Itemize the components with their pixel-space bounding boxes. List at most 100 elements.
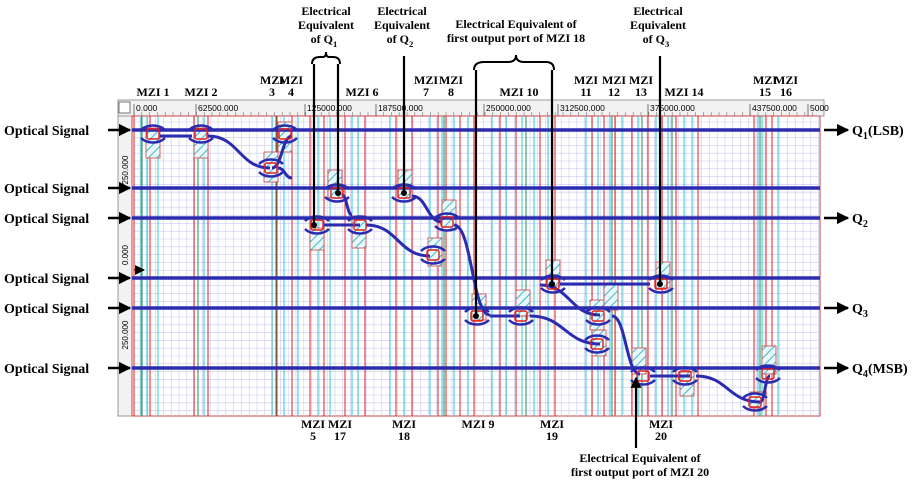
ruler-corner-checkbox[interactable] <box>118 101 131 114</box>
ruler-tick-label: 437500.000 <box>752 103 797 113</box>
mzi-phase-box <box>591 310 605 322</box>
mzi-phase-box <box>146 128 160 140</box>
ruler-tick-label: 125000.000 <box>307 103 352 113</box>
mzi-bottom-label: 17 <box>334 429 346 443</box>
mzi-coupler <box>755 364 781 384</box>
mzi-phase-box <box>264 162 278 174</box>
ruler-tick-label: 62500.000 <box>198 103 238 113</box>
mzi-top-label: 15 <box>759 85 771 99</box>
mzi-arm-lower <box>188 137 214 144</box>
mzi-arm-upper <box>434 212 460 219</box>
mzi-arm-lower <box>420 258 446 265</box>
waveguide-bend <box>453 223 491 317</box>
mzi-bottom-label: 19 <box>546 429 558 443</box>
mzi-coupler <box>347 215 373 235</box>
mzi-arm-lower <box>672 379 698 386</box>
pointer-eq-q1-b-dot <box>335 190 341 196</box>
mzi-coupler <box>188 124 214 144</box>
mzi-top-label: 8 <box>448 85 454 99</box>
waveguide-bend <box>271 134 293 170</box>
mzi-arm-lower <box>140 137 166 144</box>
mzi-phase-box <box>590 338 604 350</box>
mzi-bottom-label: 5 <box>310 429 316 443</box>
input-label-4: Optical Signal <box>4 272 89 287</box>
annotation-eq-q3-line3: of Q3 <box>643 32 670 49</box>
annotation-eq-q1-line1: Electrical <box>301 4 351 18</box>
mzi-coupler <box>584 334 610 354</box>
input-label-2: Optical Signal <box>4 182 89 197</box>
waveguide-bend <box>207 134 271 170</box>
brace-q1 <box>311 51 341 65</box>
mzi-top-label: 3 <box>269 85 275 99</box>
mzi-phase-box <box>440 216 454 228</box>
mzi-coupler <box>140 124 166 144</box>
mzi-arm-lower <box>391 196 417 203</box>
mzi-phase-box <box>353 219 367 231</box>
input-label-6: Optical Signal <box>4 362 89 377</box>
waveguide-bend <box>611 314 641 376</box>
mzi-arm-upper <box>585 306 611 313</box>
waveguide-bend <box>695 374 761 404</box>
mzi-top-label: MZI 1 <box>137 85 170 99</box>
pointer-eq-q1-a-dot <box>311 222 317 228</box>
annotation-eq-q3-line1: Electrical <box>633 4 683 18</box>
side-tick-label: 0.000 <box>121 244 130 265</box>
mzi-arm-lower <box>540 287 566 294</box>
mzi-top-label: MZI <box>279 73 303 87</box>
mzi-bottom-label: MZI <box>301 417 325 431</box>
mzi-top-label: MZI <box>753 73 777 87</box>
pointer-eq-q2-dot <box>401 190 407 196</box>
mzi-phase-box <box>748 396 762 408</box>
annotation-eq-q1-line3: of Q1 <box>311 32 338 49</box>
mzi-coupler <box>434 212 460 232</box>
input-label-1: Optical Signal <box>4 124 89 139</box>
electrode-hatched-box <box>603 283 619 311</box>
mzi-bottom-label: MZI <box>540 417 564 431</box>
pointer-eq-mzi18-b-dot <box>549 281 555 287</box>
ruler-tick-label: 187500.000 <box>378 103 423 113</box>
mzi-arm-upper <box>755 364 781 371</box>
mzi-top-label: MZI <box>574 73 598 87</box>
mzi-arm-upper <box>347 215 373 222</box>
mzi-top-label: 13 <box>635 85 647 99</box>
output-label-q2: Q2 <box>852 212 868 230</box>
mzi-coupler <box>258 158 284 178</box>
mzi-arm-upper <box>140 124 166 131</box>
mzi-arm-lower <box>508 319 534 326</box>
annotation-eq-mzi18-line1: Electrical Equivalent of <box>455 17 577 31</box>
mzi-arm-lower <box>347 228 373 235</box>
output-label-q1: Q1(LSB) <box>852 124 904 142</box>
mzi-arm-upper <box>304 215 330 222</box>
ruler-tick-label: 5000 <box>810 103 829 113</box>
ruler-tick-label: 312500.000 <box>560 103 605 113</box>
mzi-phase-box <box>194 128 208 140</box>
mzi-arm-upper <box>188 124 214 131</box>
annotation-eq-q1-line2: Equivalent <box>298 18 354 32</box>
mzi-bottom-label: 20 <box>655 429 667 443</box>
mzi-arm-upper <box>672 366 698 373</box>
brace-mzi18 <box>473 54 555 71</box>
mzi-arm-lower <box>648 287 674 294</box>
mzi-coupler <box>420 245 446 265</box>
electrode-hatched-box <box>309 227 325 251</box>
annotation-eq-mzi20-line1: Electrical Equivalent of <box>579 451 701 465</box>
mzi-top-label: MZI <box>439 73 463 87</box>
mzi-bottom-label: MZI <box>328 417 352 431</box>
output-label-q3: Q3 <box>852 302 868 320</box>
waveguide-bend <box>365 223 431 258</box>
mzi-top-label: MZI 6 <box>346 85 379 99</box>
annotation-eq-q2-line2: Equivalent <box>374 18 430 32</box>
mzi-phase-box <box>426 249 440 261</box>
mzi-coupler <box>272 124 298 144</box>
mzi-phase-box <box>278 128 292 140</box>
input-label-5: Optical Signal <box>4 302 89 317</box>
mzi-arm-lower <box>584 347 610 354</box>
mzi-arm-lower <box>585 319 611 326</box>
mzi-bottom-label: 18 <box>398 429 410 443</box>
pointer-eq-q3-dot <box>657 281 663 287</box>
mzi-bottom-label: MZI <box>649 417 673 431</box>
ruler-tick-label: 250000.000 <box>486 103 531 113</box>
ruler-tick-label: 375000.000 <box>650 103 695 113</box>
mzi-arm-upper <box>630 366 656 373</box>
